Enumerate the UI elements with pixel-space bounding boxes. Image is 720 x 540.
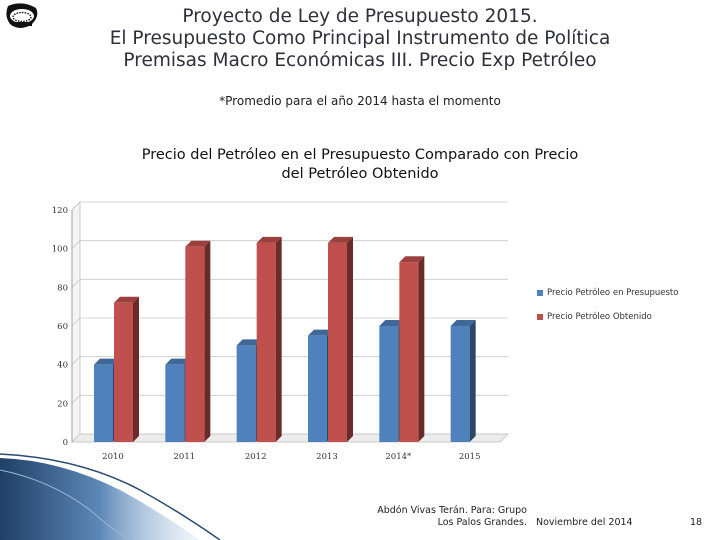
page-subtitle: *Promedio para el año 2014 hasta el mome… bbox=[219, 94, 501, 108]
bar-top bbox=[114, 296, 139, 303]
legend-swatch-budget bbox=[537, 290, 543, 296]
bar-obtained-2012 bbox=[256, 242, 276, 442]
logo-icon bbox=[6, 3, 38, 28]
bar-chart: 0 20 40 60 80 100 120 2010 2011 2012 2013 2014* 2015 bbox=[52, 201, 509, 462]
chart-legend: Precio Petróleo en Presupuesto Precio Pe… bbox=[537, 288, 678, 336]
gridline bbox=[71, 433, 508, 443]
y-tick-label: 80 bbox=[57, 283, 68, 293]
title-line-2: El Presupuesto Como Principal Instrument… bbox=[109, 28, 611, 49]
legend-item-budget: Precio Petróleo en Presupuesto bbox=[537, 288, 678, 298]
y-tick-label: 100 bbox=[52, 245, 68, 255]
bar-side bbox=[347, 236, 353, 442]
legend-label-budget: Precio Petróleo en Presupuesto bbox=[547, 288, 679, 298]
bar-top bbox=[379, 320, 405, 326]
bar-side bbox=[418, 256, 425, 442]
bar-budget-2015 bbox=[450, 326, 470, 442]
bar-budget-2013 bbox=[308, 335, 327, 442]
title-line-3: Premisas Macro Económicas III. Precio Ex… bbox=[123, 50, 597, 71]
bar-side bbox=[133, 296, 139, 442]
chart-title-line-2: del Petróleo Obtenido bbox=[281, 166, 439, 182]
bar-side bbox=[204, 240, 211, 442]
gridline bbox=[71, 240, 508, 249]
author-credit: Abdón Vivas Terán. Para: Grupo Los Palos… bbox=[365, 505, 527, 529]
chart-title-line-1: Precio del Petróleo en el Presupuesto Co… bbox=[141, 147, 579, 163]
author-line-1: Abdón Vivas Terán. Para: Grupo bbox=[377, 505, 527, 516]
y-tick-label: 0 bbox=[63, 438, 68, 448]
page-number: 18 bbox=[690, 517, 703, 528]
x-tick-label: 2012 bbox=[245, 452, 267, 462]
bar-top bbox=[94, 358, 119, 365]
page-title: Proyecto de Ley de Presupuesto 2015. El … bbox=[60, 6, 660, 72]
gridline bbox=[71, 201, 508, 211]
bar-obtained-2013 bbox=[328, 242, 347, 442]
bar-top bbox=[328, 236, 353, 243]
bar-obtained-2011 bbox=[185, 246, 205, 442]
y-tick-label: 40 bbox=[57, 361, 68, 371]
y-tick-label: 60 bbox=[57, 322, 68, 332]
x-tick-label: 2014* bbox=[385, 452, 412, 462]
bar-budget-2014 bbox=[379, 326, 399, 442]
bar-side bbox=[275, 236, 282, 442]
chart-title: Precio del Petróleo en el Presupuesto Co… bbox=[60, 146, 660, 184]
legend-label-obtained: Precio Petróleo Obtenido bbox=[547, 312, 652, 322]
bar-budget-2011 bbox=[165, 364, 185, 442]
legend-swatch-obtained bbox=[537, 314, 543, 320]
footer-date: Noviembre del 2014 bbox=[536, 517, 633, 528]
title-line-1: Proyecto de Ley de Presupuesto 2015. bbox=[182, 6, 538, 27]
bar-side bbox=[469, 320, 476, 442]
bar-top bbox=[256, 236, 282, 243]
bar-top bbox=[308, 329, 333, 336]
bar-top bbox=[236, 339, 262, 346]
bar-top bbox=[450, 320, 476, 326]
gridline bbox=[71, 317, 508, 327]
gridline bbox=[71, 356, 508, 365]
legend-item-obtained: Precio Petróleo Obtenido bbox=[537, 312, 678, 322]
bar-obtained-2014 bbox=[399, 262, 419, 442]
gridline bbox=[71, 394, 508, 404]
bar-budget-2010 bbox=[94, 364, 113, 442]
y-tick-label: 120 bbox=[52, 206, 68, 216]
author-line-2: Los Palos Grandes. bbox=[437, 517, 527, 528]
y-tick-label: 20 bbox=[57, 399, 68, 409]
x-tick-label: 2010 bbox=[102, 452, 124, 462]
bar-top bbox=[165, 358, 191, 365]
bar-budget-2012 bbox=[236, 345, 256, 442]
bar-top bbox=[399, 256, 425, 263]
x-tick-label: 2011 bbox=[174, 452, 196, 462]
bar-obtained-2010 bbox=[114, 302, 133, 442]
x-tick-label: 2013 bbox=[316, 452, 338, 462]
bar-top bbox=[185, 240, 211, 247]
x-tick-label: 2015 bbox=[459, 452, 481, 462]
gridline bbox=[71, 278, 508, 288]
decorative-swoosh bbox=[0, 453, 221, 540]
